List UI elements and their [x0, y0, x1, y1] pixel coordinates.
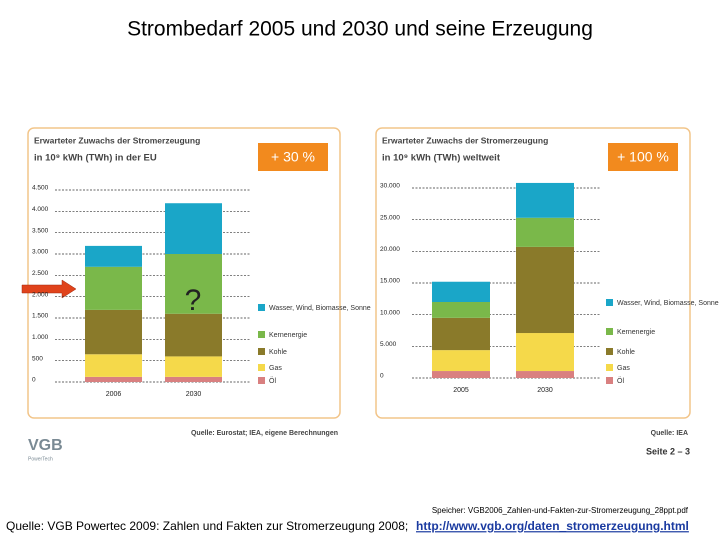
- y-tick-label: 500: [32, 355, 43, 362]
- y-tick-label: 3.500: [32, 227, 49, 234]
- badge-label: + 30 %: [271, 149, 315, 165]
- chart-subtitle: in 10⁹ kWh (TWh) weltweit: [382, 153, 501, 164]
- logo: VGB: [28, 437, 63, 454]
- y-tick-label: 15.000: [380, 278, 400, 285]
- bar-segment: [516, 217, 574, 247]
- y-tick-label: 20.000: [380, 246, 400, 253]
- legend-swatch: [258, 304, 265, 311]
- y-tick-label: 10.000: [380, 309, 400, 316]
- y-tick-label: 25.000: [380, 214, 400, 221]
- annotation: ?: [185, 284, 202, 317]
- legend-label: Kernenergie: [617, 329, 655, 336]
- legend-swatch: [258, 348, 265, 355]
- legend-label: Öl: [617, 377, 624, 385]
- slide-title: Strombedarf 2005 und 2030 und seine Erze…: [127, 18, 593, 41]
- legend-swatch: [258, 377, 265, 384]
- legend-label: Kohle: [617, 349, 635, 356]
- bar-segment: [432, 371, 490, 378]
- chart-subtitle: in 10⁹ kWh (TWh) in der EU: [34, 153, 157, 164]
- bar-segment: [516, 246, 574, 334]
- badge: [608, 143, 678, 171]
- x-tick-label: 2030: [537, 387, 553, 394]
- source-note: Quelle: VGB Powertec 2009: Zahlen und Fa…: [6, 519, 408, 533]
- legend-label: Kernenergie: [269, 332, 307, 339]
- y-tick-label: 4.500: [32, 185, 49, 192]
- bar-segment: [516, 371, 574, 378]
- logo-sub: PowerTech: [28, 456, 53, 462]
- legend-swatch: [258, 364, 265, 371]
- y-tick-label: 3.000: [32, 249, 49, 256]
- y-tick-label: 30.000: [380, 183, 400, 190]
- legend-swatch: [606, 377, 613, 384]
- bar-segment: [165, 313, 222, 357]
- bar-segment: [432, 350, 490, 372]
- legend-label: Gas: [617, 365, 630, 372]
- chart-title: Erwarteter Zuwachs der Stromerzeugung: [34, 135, 200, 145]
- bar-segment: [85, 354, 142, 377]
- bar-segment: [432, 317, 490, 351]
- chart-source: Quelle: Eurostat; IEA, eigene Berechnung…: [191, 430, 338, 437]
- bar-segment: [85, 376, 142, 382]
- badge-label: + 100 %: [617, 149, 669, 165]
- y-tick-label: 1.500: [32, 313, 49, 320]
- bar-segment: [432, 281, 490, 302]
- bar-segment: [165, 254, 222, 314]
- x-tick-label: 2006: [106, 391, 122, 398]
- legend-label: Öl: [269, 377, 276, 385]
- x-tick-label: 2005: [453, 387, 469, 394]
- legend-label: Wasser, Wind, Biomasse, Sonne: [617, 300, 719, 307]
- y-tick-label: 2.500: [32, 270, 49, 277]
- chart-title: Erwarteter Zuwachs der Stromerzeugung: [382, 135, 548, 145]
- y-tick-label: 4.000: [32, 206, 49, 213]
- legend-label: Kohle: [269, 349, 287, 356]
- legend-swatch: [606, 348, 613, 355]
- y-tick-label: 2.000: [32, 291, 49, 298]
- bar-segment: [516, 333, 574, 372]
- y-tick-label: 1.000: [32, 334, 49, 341]
- legend-swatch: [258, 331, 265, 338]
- bar-segment: [85, 266, 142, 310]
- bar-segment: [516, 182, 574, 218]
- legend-label: Gas: [269, 365, 282, 372]
- bar-segment: [165, 376, 222, 382]
- arrow: [21, 279, 77, 299]
- x-tick-label: 2030: [186, 391, 202, 398]
- bar-segment: [165, 356, 222, 377]
- y-tick-label: 5.000: [380, 341, 397, 348]
- link[interactable]: http://www.vgb.org/daten_stromerzeugung.…: [416, 519, 689, 533]
- legend-label: Wasser, Wind, Biomasse, Sonne: [269, 305, 371, 312]
- y-tick-label: 0: [380, 373, 384, 380]
- y-tick-label: 0: [32, 377, 36, 384]
- storage-note: Speicher: VGB2006_Zahlen-und-Fakten-zur-…: [432, 506, 689, 515]
- page-number: Seite 2 – 3: [646, 446, 690, 456]
- bar-segment: [165, 203, 222, 254]
- bar-segment: [85, 245, 142, 267]
- bar-segment: [432, 302, 490, 318]
- badge: [258, 143, 328, 171]
- chart-source: Quelle: IEA: [651, 430, 688, 437]
- legend-swatch: [606, 328, 613, 335]
- legend-swatch: [606, 299, 613, 306]
- legend-swatch: [606, 364, 613, 371]
- bar-segment: [85, 309, 142, 355]
